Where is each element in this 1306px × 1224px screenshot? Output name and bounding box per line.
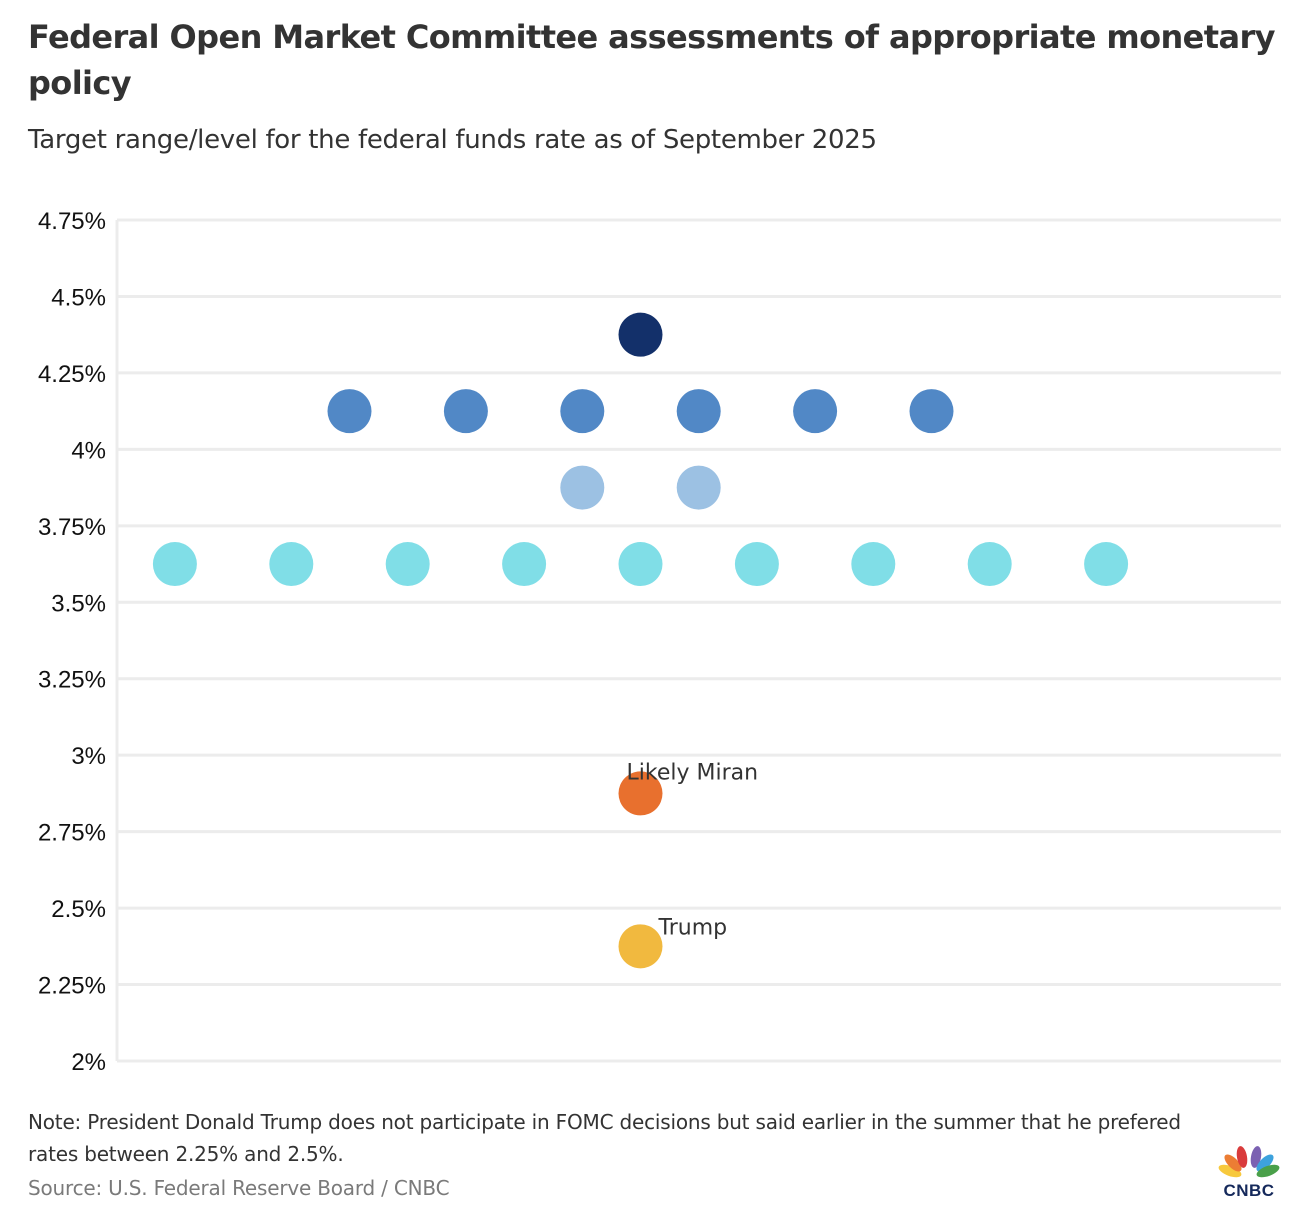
dot-projection bbox=[618, 924, 663, 969]
y-tick-label: 4.25% bbox=[38, 361, 106, 388]
cnbc-logo: CNBC bbox=[1216, 1145, 1282, 1205]
dot-projection bbox=[560, 389, 605, 434]
dot-projection bbox=[327, 389, 372, 434]
y-tick-label: 2.25% bbox=[38, 973, 106, 1000]
chart-subtitle: Target range/level for the federal funds… bbox=[28, 125, 877, 155]
peacock-icon bbox=[1218, 1146, 1280, 1179]
chart-source: Source: U.S. Federal Reserve Board / CNB… bbox=[28, 1176, 450, 1200]
dot-projection bbox=[385, 542, 430, 587]
y-tick-label: 3.5% bbox=[51, 590, 106, 617]
dot-projection bbox=[676, 389, 721, 434]
dot-projection bbox=[618, 542, 663, 587]
dots bbox=[152, 312, 1129, 969]
dot-projection bbox=[676, 465, 721, 510]
cnbc-logo-text: CNBC bbox=[1223, 1181, 1275, 1200]
dot-projection bbox=[851, 542, 896, 587]
y-tick-label: 4.5% bbox=[51, 284, 106, 311]
gridlines bbox=[115, 218, 1281, 1063]
y-tick-label: 2% bbox=[71, 1049, 106, 1076]
dot-projection bbox=[152, 542, 197, 587]
dot-plot-chart: 4.75% 4.5% 4.25% 4% 3.75% 3.5% 3.25% 3% 2.75% 2.5… bbox=[38, 208, 1281, 1076]
dot-annotation-label: Likely Miran bbox=[627, 760, 759, 785]
y-tick-label: 2.75% bbox=[38, 820, 106, 847]
dot-projection bbox=[560, 465, 605, 510]
dot-projection bbox=[443, 389, 488, 434]
y-tick-label: 4.75% bbox=[38, 208, 106, 235]
y-tick-label: 3.25% bbox=[38, 667, 106, 694]
annotations: Likely Miran Trump bbox=[627, 760, 759, 940]
chart-note: Note: President Donald Trump does not pa… bbox=[28, 1110, 1181, 1166]
y-tick-label: 2.5% bbox=[51, 896, 106, 923]
dot-projection bbox=[502, 542, 547, 587]
y-tick-label: 3% bbox=[71, 743, 106, 770]
dot-annotation-label: Trump bbox=[658, 915, 728, 940]
y-tick-label: 3.75% bbox=[38, 514, 106, 541]
dot-projection bbox=[734, 542, 779, 587]
dot-projection bbox=[269, 542, 314, 587]
chart-title: Federal Open Market Committee assessment… bbox=[28, 18, 1276, 102]
dot-projection bbox=[909, 389, 954, 434]
dot-projection bbox=[618, 312, 663, 357]
y-tick-label: 4% bbox=[71, 437, 106, 464]
dot-projection bbox=[618, 771, 663, 816]
dot-projection bbox=[793, 389, 838, 434]
y-axis-tick-labels: 4.75% 4.5% 4.25% 4% 3.75% 3.5% 3.25% 3% 2.75% 2.5… bbox=[38, 208, 106, 1076]
dot-projection bbox=[1084, 542, 1129, 587]
dot-projection bbox=[967, 542, 1012, 587]
